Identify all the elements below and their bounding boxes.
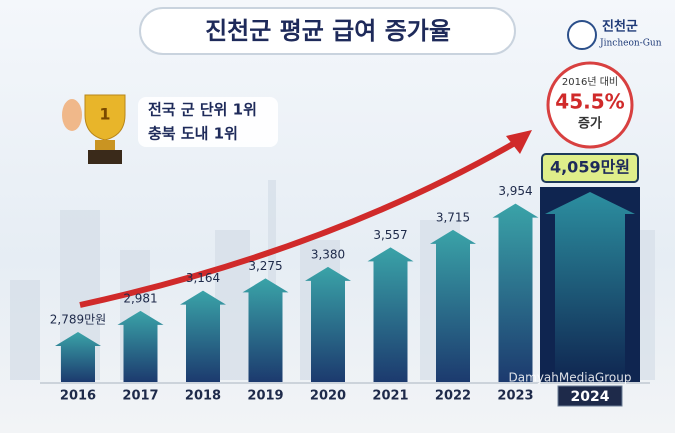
bar-arrow <box>492 203 539 382</box>
x-tick-label: 2016 <box>60 389 96 404</box>
x-tick-label: 2018 <box>185 389 221 404</box>
bar-arrow <box>117 310 164 382</box>
title-pill <box>139 7 516 55</box>
callout-value: 45.5% <box>555 90 624 114</box>
value-label: 2,981 <box>123 291 157 305</box>
callout-text: 2016년 대비 <box>562 76 618 88</box>
x-tick-label: 2024 <box>571 389 610 405</box>
growth-arrow-head <box>506 130 532 154</box>
x-tick-label: 2021 <box>372 389 408 404</box>
svg-text:1: 1 <box>99 105 110 124</box>
value-label: 3,380 <box>311 247 345 261</box>
value-label: 3,164 <box>186 271 220 285</box>
x-tick-label: 2022 <box>435 389 471 404</box>
value-label-box <box>541 153 639 183</box>
bar-arrow <box>180 290 226 382</box>
value-label: 4,059만원 <box>550 158 630 177</box>
value-label: 2,789만원 <box>50 313 106 327</box>
logo-sub: Jincheon-Gun <box>599 39 662 49</box>
growth-arrow <box>79 137 522 308</box>
logo-name: 진천군 <box>602 19 638 35</box>
bar-arrow <box>367 247 414 382</box>
value-label: 3,715 <box>436 210 470 224</box>
bar-arrow <box>55 332 101 382</box>
bar-arrow <box>545 192 635 382</box>
x-tick-label: 2023 <box>497 389 533 404</box>
trophy: 1 <box>62 94 126 164</box>
badge-box <box>138 97 278 147</box>
bar-arrow <box>242 278 289 382</box>
badge-line: 전국 군 단위 1위 <box>148 101 257 119</box>
badge-line: 충북 도내 1위 <box>148 125 238 143</box>
callout-circle <box>546 61 634 149</box>
bar-arrow <box>305 266 351 382</box>
year-box <box>557 385 623 407</box>
title: 진천군 평균 급여 증가율 <box>205 17 451 45</box>
x-tick-label: 2020 <box>310 389 346 404</box>
watermark: DamyahMediaGroup <box>509 371 632 385</box>
x-tick-label: 2017 <box>122 389 158 404</box>
callout-text: 증가 <box>578 117 602 132</box>
logo-mark <box>567 20 597 50</box>
bar-arrow <box>430 229 476 382</box>
value-label: 3,557 <box>373 228 407 242</box>
value-label: 3,954 <box>498 184 532 198</box>
x-tick-label: 2019 <box>247 389 283 404</box>
value-label: 3,275 <box>248 259 282 273</box>
